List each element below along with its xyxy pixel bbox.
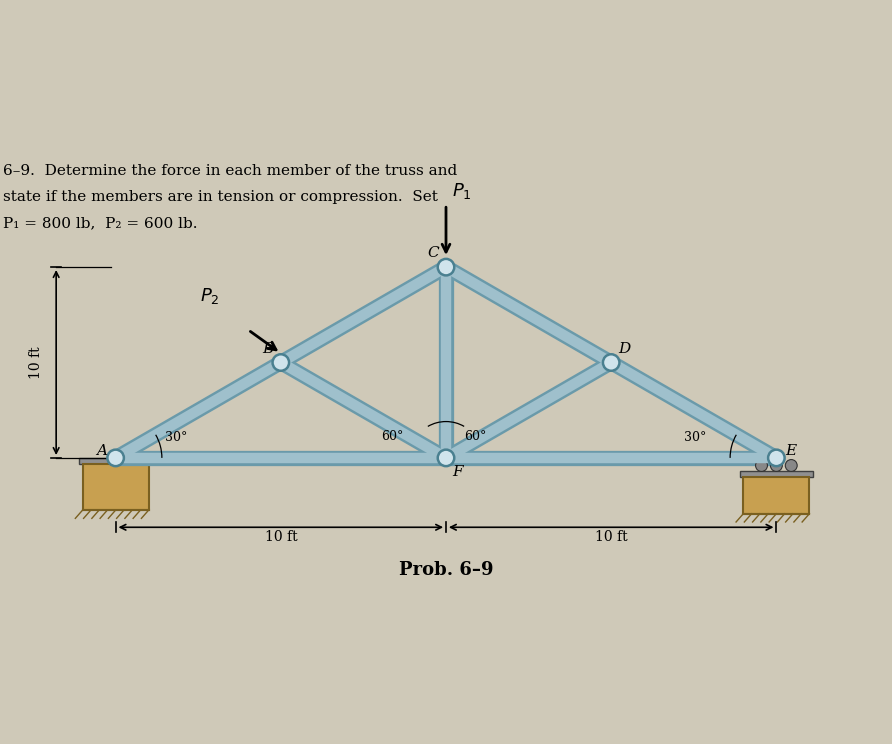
Circle shape	[273, 354, 289, 371]
Circle shape	[785, 460, 797, 472]
Circle shape	[756, 460, 767, 472]
Text: 60°: 60°	[382, 430, 404, 443]
Text: state if the members are in tension or compression.  Set: state if the members are in tension or c…	[4, 190, 438, 205]
Text: C: C	[428, 246, 440, 260]
Text: F: F	[452, 465, 463, 479]
Polygon shape	[79, 458, 152, 464]
Text: 30°: 30°	[165, 431, 187, 443]
Circle shape	[768, 449, 785, 466]
Circle shape	[107, 449, 124, 466]
Polygon shape	[83, 464, 149, 510]
Circle shape	[438, 449, 454, 466]
Circle shape	[771, 460, 782, 472]
Circle shape	[438, 259, 454, 275]
Text: B: B	[262, 342, 274, 356]
Text: 30°: 30°	[684, 431, 706, 443]
Text: $P_2$: $P_2$	[200, 286, 219, 307]
Text: $P_1$: $P_1$	[452, 181, 472, 201]
Text: 10 ft: 10 ft	[595, 530, 627, 544]
Polygon shape	[743, 478, 809, 513]
Text: 60°: 60°	[464, 430, 486, 443]
Text: 6–9.  Determine the force in each member of the truss and: 6–9. Determine the force in each member …	[4, 164, 458, 178]
Text: 10 ft: 10 ft	[265, 530, 297, 544]
Text: P₁ = 800 lb,  P₂ = 600 lb.: P₁ = 800 lb, P₂ = 600 lb.	[4, 217, 198, 231]
Text: E: E	[786, 443, 797, 458]
Text: D: D	[618, 342, 631, 356]
Polygon shape	[740, 472, 813, 478]
Text: 10 ft: 10 ft	[29, 346, 44, 379]
Text: A: A	[95, 443, 107, 458]
Circle shape	[603, 354, 619, 371]
Text: Prob. 6–9: Prob. 6–9	[399, 561, 493, 579]
